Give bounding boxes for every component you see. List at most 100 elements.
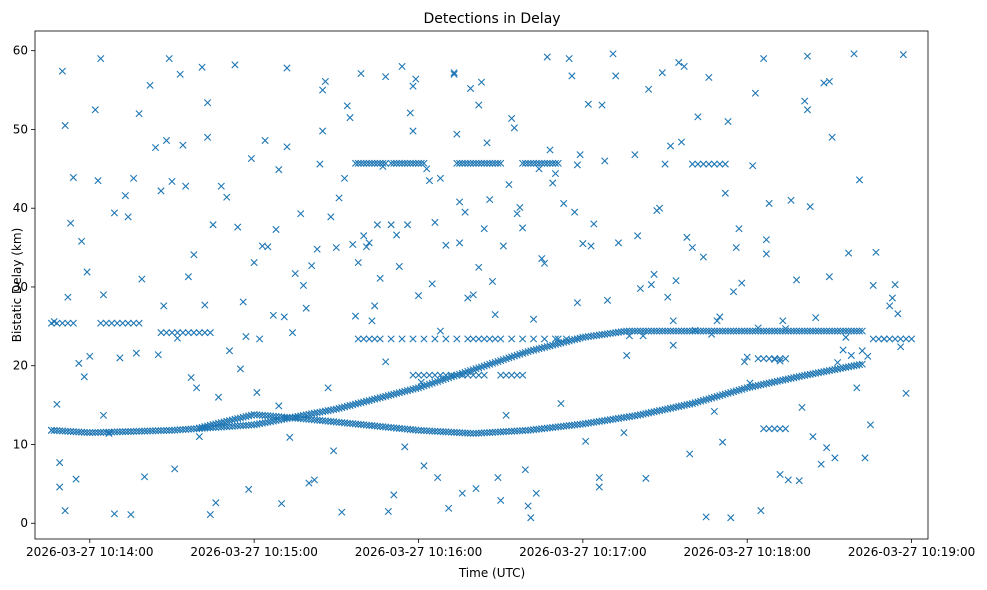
data-point	[814, 369, 823, 377]
data-point	[58, 427, 66, 435]
data-point	[814, 327, 823, 335]
data-point	[212, 420, 220, 428]
data-point	[442, 335, 450, 343]
data-point	[546, 146, 554, 154]
data-point	[412, 75, 420, 83]
x-tick-label: 2026-03-27 10:16:00	[355, 545, 482, 559]
data-point	[538, 344, 546, 352]
data-point	[310, 409, 318, 417]
data-point	[160, 302, 168, 310]
data-point	[795, 477, 803, 485]
data-point	[217, 419, 225, 427]
data-point	[776, 425, 784, 433]
data-point	[661, 327, 669, 335]
data-point	[842, 363, 850, 371]
data-point	[346, 114, 354, 122]
data-point	[587, 242, 595, 250]
data-point	[713, 327, 721, 335]
data-point	[431, 218, 439, 226]
data-point	[595, 483, 603, 491]
data-point	[661, 160, 669, 168]
data-point	[58, 319, 66, 327]
data-point	[453, 428, 461, 437]
data-point	[431, 371, 439, 379]
data-point	[171, 426, 179, 434]
data-point	[760, 425, 768, 433]
data-point	[486, 159, 494, 167]
data-point	[327, 213, 335, 221]
data-point	[434, 473, 442, 482]
data-point	[373, 221, 381, 229]
data-point	[554, 159, 562, 167]
data-point	[160, 426, 168, 435]
data-point	[382, 392, 390, 400]
data-point	[64, 319, 72, 327]
data-point	[321, 77, 329, 85]
data-point	[582, 437, 590, 445]
data-point	[171, 465, 179, 473]
data-point	[310, 476, 318, 484]
data-point	[792, 327, 801, 335]
data-point	[340, 174, 349, 182]
data-point	[368, 159, 376, 167]
data-point	[403, 387, 412, 395]
data-point	[691, 327, 699, 335]
data-point	[568, 336, 576, 344]
data-point	[842, 327, 850, 335]
data-point	[239, 421, 247, 430]
data-point	[855, 361, 864, 369]
data-point	[447, 428, 455, 436]
data-point	[80, 373, 88, 381]
data-point	[261, 136, 269, 145]
data-point	[425, 427, 434, 435]
data-point	[694, 160, 702, 168]
data-point	[573, 299, 581, 307]
data-point	[234, 422, 242, 430]
data-point	[395, 159, 403, 167]
data-point	[683, 233, 691, 241]
data-point	[516, 427, 524, 435]
data-point	[853, 327, 861, 335]
data-point	[675, 327, 683, 335]
data-point	[875, 335, 883, 343]
data-point	[787, 327, 795, 335]
data-point	[138, 427, 146, 435]
data-point	[754, 327, 762, 335]
data-point	[825, 273, 833, 281]
data-point	[406, 109, 414, 117]
data-point	[699, 160, 707, 168]
data-point	[798, 372, 806, 380]
data-point	[392, 231, 401, 239]
data-point	[521, 159, 529, 167]
data-point	[195, 433, 203, 441]
data-point	[168, 177, 176, 186]
data-point	[839, 346, 847, 354]
data-point	[858, 360, 866, 368]
data-point	[371, 302, 379, 310]
data-point	[488, 428, 497, 436]
data-point	[486, 428, 494, 437]
data-point	[803, 106, 812, 114]
data-point	[395, 262, 403, 271]
y-tick-label: 20	[13, 359, 28, 373]
y-tick-label: 50	[13, 122, 28, 136]
data-point	[825, 77, 833, 85]
data-point	[398, 159, 406, 167]
data-point	[387, 159, 395, 167]
data-point	[519, 224, 527, 232]
data-point	[184, 329, 192, 337]
data-point	[866, 421, 875, 429]
data-point	[245, 412, 253, 420]
data-point	[464, 294, 472, 302]
data-point	[99, 411, 108, 419]
data-point	[771, 355, 779, 363]
data-point	[557, 339, 565, 347]
data-point	[491, 310, 499, 319]
data-point	[762, 250, 770, 258]
data-point	[124, 319, 132, 327]
data-point	[102, 319, 110, 327]
data-point	[165, 426, 173, 434]
data-point	[664, 405, 672, 413]
data-point	[94, 428, 102, 437]
